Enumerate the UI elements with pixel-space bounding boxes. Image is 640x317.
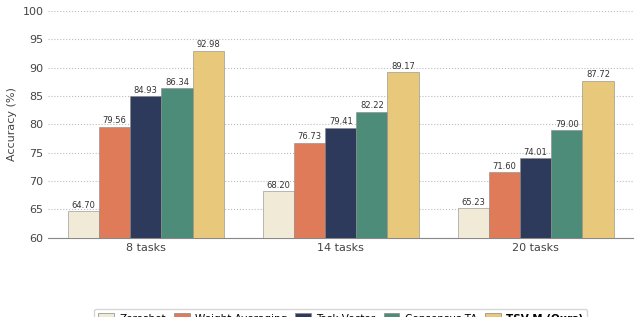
Text: 71.60: 71.60 — [493, 162, 516, 171]
Bar — [294, 143, 325, 317]
Bar — [68, 211, 99, 317]
Bar — [130, 96, 161, 317]
Text: 79.56: 79.56 — [102, 116, 127, 126]
Text: 92.98: 92.98 — [196, 40, 220, 49]
Text: 82.22: 82.22 — [360, 101, 384, 110]
Bar — [387, 72, 419, 317]
Text: 76.73: 76.73 — [298, 133, 321, 141]
Bar — [458, 208, 489, 317]
Bar — [356, 112, 387, 317]
Bar — [551, 130, 582, 317]
Text: 68.20: 68.20 — [266, 181, 291, 190]
Bar — [99, 127, 130, 317]
Bar — [263, 191, 294, 317]
Text: 87.72: 87.72 — [586, 70, 610, 79]
Text: 64.70: 64.70 — [72, 201, 95, 210]
Text: 79.00: 79.00 — [555, 120, 579, 129]
Legend: Zeroshot, Weight Averaging, Task Vector, Consensus TA, TSV-M (Ours): Zeroshot, Weight Averaging, Task Vector,… — [94, 309, 588, 317]
Bar — [325, 128, 356, 317]
Text: 89.17: 89.17 — [391, 62, 415, 71]
Text: 74.01: 74.01 — [524, 148, 547, 157]
Bar — [582, 81, 614, 317]
Text: 86.34: 86.34 — [165, 78, 189, 87]
Text: 65.23: 65.23 — [461, 198, 485, 207]
Bar — [193, 51, 224, 317]
Bar — [161, 88, 193, 317]
Text: 79.41: 79.41 — [329, 117, 353, 126]
Text: 84.93: 84.93 — [134, 86, 157, 95]
Y-axis label: Accuracy (%): Accuracy (%) — [7, 87, 17, 161]
Bar — [489, 172, 520, 317]
Bar — [520, 158, 551, 317]
